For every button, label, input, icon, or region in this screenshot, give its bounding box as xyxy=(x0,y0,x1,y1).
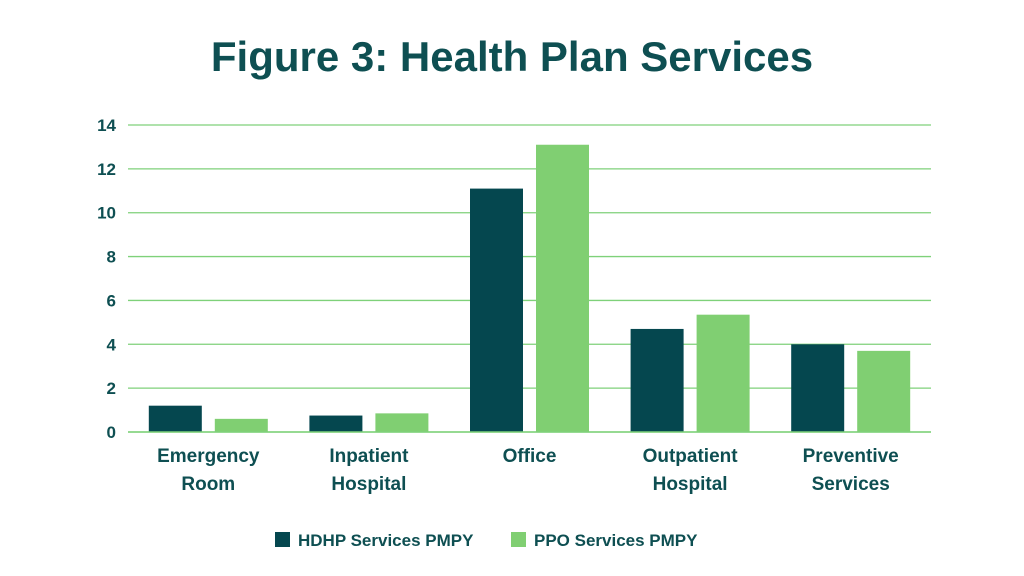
legend-swatch-hdhp xyxy=(275,532,290,547)
x-axis-categories: Emergency Room Inpatient Hospital Office Outp… xyxy=(157,446,899,495)
x-tick-label: Inpatient Hospital xyxy=(329,446,409,495)
legend-label: HDHP Services PMPY xyxy=(298,531,474,550)
y-tick-label: 10 xyxy=(97,204,116,223)
x-tick-label-line: Emergency xyxy=(157,446,260,467)
y-tick-label: 8 xyxy=(107,248,116,267)
chart-title: Figure 3: Health Plan Services xyxy=(211,33,813,80)
bars xyxy=(128,144,931,433)
x-tick-label-line: Inpatient xyxy=(329,446,409,467)
legend-swatch-ppo xyxy=(511,532,526,547)
x-tick-label: Emergency Room xyxy=(157,446,260,495)
legend-label: PPO Services PMPY xyxy=(534,531,698,550)
bar-hdhp-2 xyxy=(470,188,523,432)
y-tick-label: 2 xyxy=(107,379,116,398)
bar-ppo-3 xyxy=(696,314,750,432)
grid-lines xyxy=(128,124,931,433)
y-tick-label: 0 xyxy=(107,423,116,442)
x-tick-label-line: Services xyxy=(812,474,890,495)
bar-hdhp-0 xyxy=(148,405,202,432)
x-tick-label: Office xyxy=(503,446,557,467)
x-tick-label-line: Hospital xyxy=(331,474,406,495)
bar-ppo-2 xyxy=(536,144,589,432)
y-tick-label: 14 xyxy=(97,116,116,135)
bar-ppo-1 xyxy=(375,413,429,432)
bar-hdhp-3 xyxy=(630,328,684,432)
x-tick-label-line: Office xyxy=(503,446,557,467)
bar-ppo-0 xyxy=(214,418,268,432)
y-tick-label: 12 xyxy=(97,160,116,179)
bar-hdhp-4 xyxy=(791,344,845,432)
y-tick-label: 4 xyxy=(107,335,117,354)
x-tick-label: Outpatient Hospital xyxy=(643,446,739,495)
y-tick-label: 6 xyxy=(107,291,116,310)
bar-ppo-4 xyxy=(857,350,911,432)
x-tick-label-line: Outpatient xyxy=(643,446,739,467)
x-tick-label-line: Hospital xyxy=(653,474,728,495)
x-tick-label-line: Room xyxy=(181,474,235,495)
y-axis-ticks: 0 2 4 6 8 10 12 14 xyxy=(97,116,116,442)
x-tick-label-line: Preventive xyxy=(803,446,899,467)
x-tick-label: Preventive Services xyxy=(803,446,899,495)
legend: HDHP Services PMPY PPO Services PMPY xyxy=(275,531,698,550)
bar-hdhp-1 xyxy=(309,415,363,432)
